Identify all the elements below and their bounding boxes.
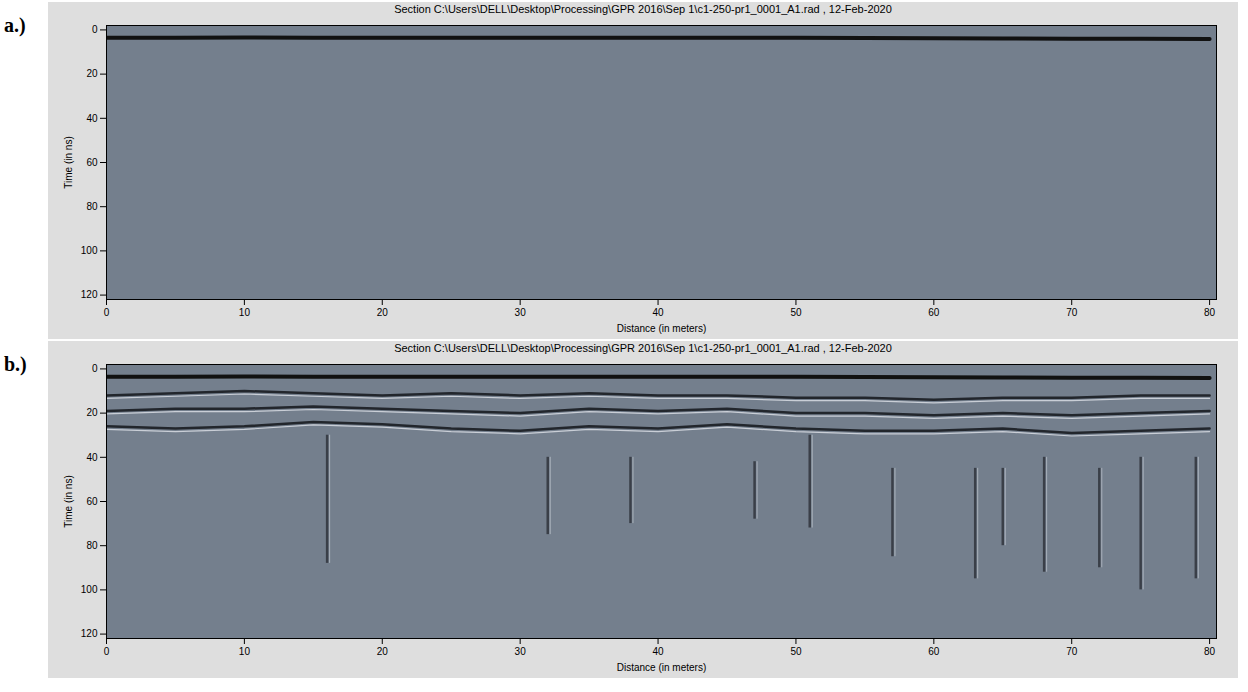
svg-text:Time (in ns): Time (in ns) [63, 475, 74, 527]
svg-text:120: 120 [81, 628, 98, 639]
svg-text:40: 40 [652, 646, 664, 657]
svg-text:Time (in ns): Time (in ns) [63, 136, 74, 188]
svg-text:0: 0 [92, 24, 98, 35]
svg-text:Distance (in meters): Distance (in meters) [617, 323, 706, 334]
svg-text:120: 120 [81, 289, 98, 300]
html-text:a.): a.) [4, 14, 26, 36]
svg-text:50: 50 [790, 307, 802, 318]
svg-text:40: 40 [652, 307, 664, 318]
svg-text:30: 30 [515, 307, 527, 318]
svg-text:20: 20 [86, 68, 98, 79]
html-text:Section C:\Users\DELL\Desktop\: Section C:\Users\DELL\Desktop\Processing… [394, 3, 892, 15]
html-text:b.): b.) [4, 353, 27, 375]
svg-text:Distance (in meters): Distance (in meters) [617, 662, 706, 673]
svg-text:80: 80 [86, 201, 98, 212]
svg-text:40: 40 [86, 113, 98, 124]
svg-text:40: 40 [86, 452, 98, 463]
svg-text:60: 60 [86, 496, 98, 507]
svg-text:80: 80 [86, 540, 98, 551]
svg-text:100: 100 [81, 245, 98, 256]
svg-text:60: 60 [86, 157, 98, 168]
svg-text:80: 80 [1204, 307, 1216, 318]
svg-text:0: 0 [104, 646, 110, 657]
svg-text:20: 20 [377, 646, 389, 657]
svg-text:0: 0 [92, 363, 98, 374]
svg-text:20: 20 [377, 307, 389, 318]
svg-text:30: 30 [515, 646, 527, 657]
svg-text:10: 10 [239, 646, 251, 657]
svg-text:80: 80 [1204, 646, 1216, 657]
svg-text:60: 60 [928, 646, 940, 657]
svg-text:70: 70 [1066, 646, 1078, 657]
svg-text:50: 50 [790, 646, 802, 657]
svg-text:20: 20 [86, 407, 98, 418]
svg-text:10: 10 [239, 307, 251, 318]
svg-text:0: 0 [104, 307, 110, 318]
svg-text:100: 100 [81, 584, 98, 595]
svg-text:60: 60 [928, 307, 940, 318]
html-text:Section C:\Users\DELL\Desktop\: Section C:\Users\DELL\Desktop\Processing… [394, 342, 892, 354]
svg-text:70: 70 [1066, 307, 1078, 318]
